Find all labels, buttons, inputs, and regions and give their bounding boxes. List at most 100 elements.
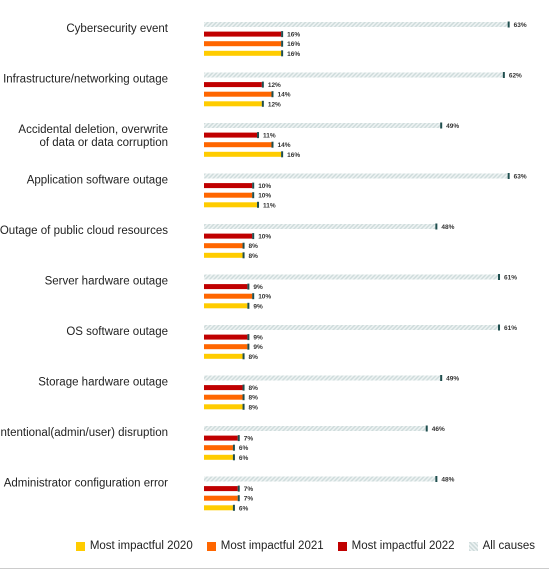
legend-swatch-2021: [206, 541, 216, 551]
bar-end-marker: [507, 173, 510, 179]
bar-end-marker: [242, 384, 245, 391]
data-label: 12%: [268, 101, 281, 108]
legend-item-all-causes: All causes: [468, 540, 535, 552]
data-label: 63%: [514, 174, 527, 181]
bar: [204, 445, 233, 451]
data-label: 11%: [263, 202, 276, 209]
bar-end-marker: [232, 504, 235, 511]
category-label: Outage of public cloud resources: [0, 225, 168, 237]
bar-end-marker: [252, 182, 255, 189]
data-label: 10%: [258, 183, 271, 190]
bar-end-marker: [507, 21, 510, 28]
bar: [204, 82, 262, 88]
bar-end-marker: [502, 72, 505, 78]
bar: [204, 41, 282, 47]
bar: [204, 173, 508, 179]
data-label: 9%: [253, 335, 263, 342]
bar-end-marker: [498, 274, 501, 280]
legend-item-2022: Most impactful 2022: [337, 540, 455, 552]
bar: [204, 303, 248, 309]
bar: [204, 101, 262, 107]
bar-end-marker: [237, 435, 240, 442]
bar-end-marker: [247, 343, 250, 350]
bar-end-marker: [252, 293, 255, 300]
bar: [204, 274, 499, 280]
data-label: 6%: [239, 455, 249, 462]
legend: Most impactful 2020 Most impactful 2021 …: [0, 540, 549, 552]
data-label: 8%: [249, 404, 259, 411]
data-label: 16%: [287, 41, 300, 48]
data-label: 48%: [441, 477, 454, 484]
data-label: 7%: [244, 496, 254, 503]
bar: [204, 344, 248, 350]
legend-label-all-causes: All causes: [482, 540, 535, 552]
bar: [204, 183, 253, 189]
data-label: 9%: [253, 284, 263, 291]
bar: [204, 91, 272, 97]
data-label: 10%: [258, 193, 271, 200]
bar: [204, 426, 426, 431]
bar: [204, 454, 233, 460]
bar-end-marker: [257, 132, 260, 139]
bar: [204, 325, 499, 330]
bar-end-marker: [281, 31, 284, 38]
bar: [204, 233, 253, 239]
bar-end-marker: [237, 495, 240, 502]
bar: [204, 252, 243, 258]
data-label: 49%: [446, 376, 459, 383]
category-label: Application software outage: [27, 175, 168, 187]
bar-end-marker: [271, 141, 274, 148]
bar-end-marker: [261, 100, 264, 107]
bar-end-marker: [281, 50, 284, 57]
data-label: 62%: [509, 73, 522, 80]
bar: [204, 486, 238, 492]
data-label: 6%: [239, 505, 249, 512]
bar: [204, 293, 253, 299]
bar: [204, 435, 238, 441]
bar-end-marker: [435, 476, 438, 482]
bar-end-marker: [237, 485, 240, 492]
chart-area: Cybersecurity event 63% 16% 16% 16% Infrastru…: [0, 21, 527, 512]
data-label: 46%: [432, 426, 445, 433]
bar-end-marker: [242, 353, 245, 360]
data-label: 11%: [263, 133, 276, 140]
data-label: 7%: [244, 486, 254, 493]
legend-label-2022: Most impactful 2022: [351, 540, 455, 552]
bar: [204, 202, 258, 208]
legend-swatch-2022: [337, 541, 347, 551]
bar-end-marker: [252, 233, 255, 240]
bottom-rule: [0, 568, 549, 569]
legend-item-2021: Most impactful 2021: [206, 540, 324, 552]
data-label: 16%: [287, 51, 300, 58]
bar: [204, 334, 248, 340]
bar: [204, 192, 253, 198]
data-label: 61%: [504, 275, 517, 282]
bar-end-marker: [252, 192, 255, 199]
category-label: Administrator configuration error: [4, 478, 168, 490]
bar: [204, 404, 243, 410]
category-label: Infrastructure/networking outage: [3, 74, 168, 86]
bar: [204, 151, 282, 157]
data-label: 9%: [253, 344, 263, 351]
data-label: 14%: [277, 92, 290, 99]
data-label: 49%: [446, 123, 459, 130]
data-label: 9%: [253, 303, 263, 310]
category-label: Cybersecurity event: [66, 23, 168, 35]
bar: [204, 22, 508, 27]
data-label: 48%: [441, 224, 454, 231]
bar-end-marker: [498, 324, 501, 331]
data-label: 61%: [504, 325, 517, 332]
bar: [204, 123, 441, 128]
bar-end-marker: [242, 242, 245, 249]
category-label: OS software outage: [66, 326, 168, 338]
category-label: Accidental deletion, overwrite of data or…: [18, 124, 168, 149]
category-label: Server hardware outage: [45, 276, 168, 288]
data-label: 12%: [268, 82, 281, 89]
bar: [204, 243, 243, 249]
bar-end-marker: [271, 91, 274, 98]
data-label: 14%: [277, 142, 290, 149]
bar-end-marker: [232, 454, 235, 461]
bar: [204, 31, 282, 37]
data-label: 8%: [249, 354, 259, 361]
bar: [204, 72, 503, 78]
